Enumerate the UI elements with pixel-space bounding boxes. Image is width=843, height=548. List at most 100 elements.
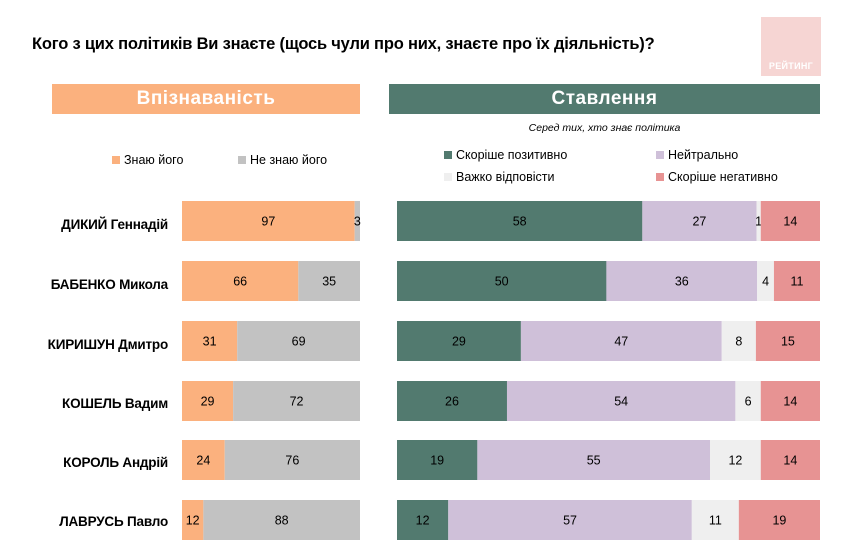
legend-positive-swatch: [444, 151, 452, 159]
attitude-label-r3-s0: 26: [445, 395, 459, 409]
row-label-dykyi: ДИКИЙ Геннадій: [61, 217, 168, 232]
attitude-label-r4-s2: 12: [728, 454, 742, 468]
recognition-label-r5-s1: 88: [275, 514, 289, 528]
logo-text: РЕЙТИНГ: [768, 61, 814, 71]
attitude-bar-r2-s2: [721, 321, 756, 361]
recognition-bar-r0-s0: [182, 201, 355, 241]
attitude-bar-r3-s0: [397, 381, 507, 421]
recognition-label-r1-s0: 66: [233, 275, 247, 289]
attitude-label-r1-s2: 4: [762, 275, 769, 289]
attitude-label-r4-s0: 19: [430, 454, 444, 468]
legend-dont-know-label: Не знаю його: [250, 153, 328, 167]
attitude-bar-r5-s1: [448, 500, 692, 540]
legend-positive: Скоріше позитивно: [444, 148, 567, 162]
attitude-label-r2-s3: 15: [781, 335, 795, 349]
legend-hard-to-say-swatch: [444, 173, 452, 181]
attitude-label-r2-s2: 8: [735, 335, 742, 349]
recognition-label-r1-s1: 35: [322, 275, 336, 289]
recognition-label-r3-s1: 72: [290, 395, 304, 409]
legend-negative-label: Скоріше негативно: [668, 170, 778, 184]
row-label-babenko: БАБЕНКО Микола: [50, 277, 168, 292]
recognition-label-r4-s1: 76: [285, 454, 299, 468]
attitude-label-r1-s0: 50: [495, 275, 509, 289]
legend-know: Знаю його: [112, 153, 183, 167]
attitude-label-r5-s1: 57: [563, 514, 577, 528]
attitude-bar-r1-s3: [773, 261, 820, 301]
attitude-bar-r3-s2: [735, 381, 761, 421]
attitude-label-r3-s3: 14: [783, 395, 797, 409]
recognition-bar-r1-s0: [182, 261, 299, 301]
attitude-bar-r5-s3: [738, 500, 820, 540]
legend-neutral: Нейтрально: [656, 148, 738, 162]
attitude-label-r4-s3: 14: [783, 454, 797, 468]
attitude-subtitle: Серед тих, хто знає політика: [528, 122, 681, 134]
attitude-header: Ставлення: [389, 84, 820, 114]
legend-know-label: Знаю його: [124, 153, 184, 167]
attitude-bar-r1-s2: [757, 261, 774, 301]
row-label-korol: КОРОЛЬ Андрій: [63, 455, 168, 470]
legend-negative-swatch: [656, 173, 664, 181]
attitude-bar-r1-s0: [397, 261, 607, 301]
legend-dont-know: Не знаю його: [238, 153, 327, 167]
recognition-bar-r5-s0: [182, 500, 204, 540]
recognition-header: Впізнаваність: [52, 84, 360, 114]
attitude-bar-r4-s1: [477, 440, 711, 480]
row-label-koshel: КОШЕЛЬ Вадим: [62, 396, 168, 411]
attitude-bar-r4-s0: [397, 440, 478, 480]
attitude-bar-r0-s1: [642, 201, 757, 241]
recognition-bar-r3-s0: [182, 381, 234, 421]
recognition-bar-r5-s1: [203, 500, 360, 540]
attitude-label-r5-s0: 12: [416, 514, 430, 528]
recognition-bar-r2-s0: [182, 321, 238, 361]
legend-neutral-label: Нейтрально: [668, 148, 739, 162]
attitude-label-r0-s3: 14: [783, 215, 797, 229]
legend-dont-know-swatch: [238, 156, 246, 164]
attitude-label-r1-s3: 11: [790, 275, 803, 289]
attitude-bar-r0-s3: [760, 201, 820, 241]
legend-positive-label: Скоріше позитивно: [456, 148, 568, 162]
legend-hard-to-say-label: Важко відповісти: [456, 170, 555, 184]
legend-neutral-swatch: [656, 151, 664, 159]
legend-know-swatch: [112, 156, 120, 164]
attitude-bar-r4-s3: [760, 440, 820, 480]
attitude-bar-r0-s0: [397, 201, 643, 241]
attitude-bar-r3-s3: [760, 381, 820, 421]
attitude-bar-r2-s1: [520, 321, 722, 361]
attitude-label-r0-s1: 27: [692, 215, 706, 229]
attitude-bar-r5-s0: [397, 500, 449, 540]
attitude-bar-r0-s2: [756, 201, 761, 241]
attitude-bar-r4-s2: [710, 440, 761, 480]
chart-title: Кого з цих політиків Ви знаєте (щось чул…: [32, 35, 655, 53]
legend-negative: Скоріше негативно: [656, 170, 778, 184]
recognition-label-r2-s0: 31: [203, 335, 217, 349]
attitude-label-r2-s0: 29: [452, 335, 466, 349]
recognition-bar-r4-s0: [182, 440, 225, 480]
attitude-label-r5-s3: 19: [772, 514, 786, 528]
recognition-bar-r0-s1: [354, 201, 360, 241]
attitude-bar-r2-s3: [755, 321, 820, 361]
attitude-label-r3-s2: 6: [745, 395, 752, 409]
recognition-bar-r2-s1: [237, 321, 360, 361]
attitude-label-r4-s1: 55: [587, 454, 601, 468]
row-label-lavrus: ЛАВРУСЬ Павло: [59, 514, 168, 529]
attitude-label-r0-s2: 1: [755, 215, 762, 229]
rating-logo: РЕЙТИНГ: [761, 17, 821, 76]
attitude-label-r5-s2: 11: [709, 514, 722, 528]
legend-hard-to-say: Важко відповісти: [444, 170, 555, 184]
recognition-label-r0-s0: 97: [261, 215, 275, 229]
attitude-bar-r1-s1: [606, 261, 758, 301]
recognition-bar-r1-s1: [298, 261, 360, 301]
recognition-label-r2-s1: 69: [292, 335, 306, 349]
recognition-bar-r4-s1: [224, 440, 360, 480]
recognition-label-r0-s1: 3: [354, 215, 361, 229]
row-label-kyryshun: КИРИШУН Дмитро: [47, 337, 169, 352]
recognition-bar-r3-s1: [233, 381, 360, 421]
attitude-bar-r3-s1: [506, 381, 736, 421]
recognition-label-r5-s0: 12: [186, 514, 200, 528]
attitude-bar-r2-s0: [397, 321, 521, 361]
recognition-label-r4-s0: 24: [196, 454, 210, 468]
attitude-label-r0-s0: 58: [513, 215, 527, 229]
attitude-label-r2-s1: 47: [614, 335, 628, 349]
attitude-label-r1-s1: 36: [675, 275, 689, 289]
